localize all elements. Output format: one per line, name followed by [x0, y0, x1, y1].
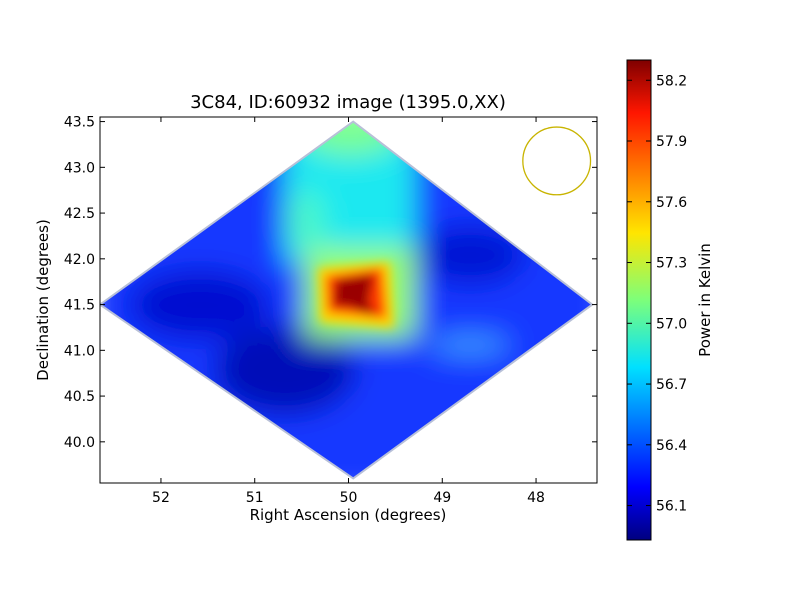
colorbar-tick-label: 57.6 — [656, 195, 687, 211]
heatmap-dark-south — [215, 325, 355, 415]
y-tick-label: 43.5 — [64, 115, 95, 131]
beam-circle — [522, 126, 592, 196]
y-tick-label: 42.0 — [64, 252, 95, 268]
y-tick-label: 40.5 — [64, 389, 95, 405]
y-tick-label: 41.5 — [64, 298, 95, 314]
colorbar-tick-label: 57.3 — [656, 256, 687, 272]
heatmap-dark-west — [130, 270, 270, 340]
colorbar-tick-label: 57.0 — [656, 316, 687, 332]
y-tick-label: 41.0 — [64, 343, 95, 359]
x-tick-label: 50 — [340, 490, 358, 506]
colorbar — [626, 59, 652, 541]
x-axis-label: Right Ascension (degrees) — [250, 506, 447, 524]
colorbar-tick-label: 56.7 — [656, 377, 687, 393]
colorbar-tick-label: 58.2 — [656, 73, 687, 89]
y-axis-label: Declination (degrees) — [34, 219, 52, 381]
x-tick-label: 48 — [527, 490, 545, 506]
x-tick-label: 49 — [433, 490, 451, 506]
colorbar-tick-label: 57.9 — [656, 134, 687, 150]
heatmap-source-core — [334, 274, 376, 316]
x-axis-ticks: 52 51 50 49 48 — [152, 117, 545, 506]
x-tick-label: 51 — [246, 490, 264, 506]
heatmap-east-tail — [430, 335, 510, 355]
y-tick-label: 40.0 — [64, 435, 95, 451]
colorbar-ticks: 56.1 56.4 56.7 57.0 57.3 57.6 57.9 58.2 — [627, 73, 687, 515]
heatmap-image — [100, 120, 594, 480]
heatmap-lobe-side — [285, 190, 325, 250]
colorbar-tick-label: 56.1 — [656, 499, 687, 515]
heatmap-dark-east — [415, 225, 525, 285]
y-tick-label: 42.5 — [64, 206, 95, 222]
x-tick-label: 52 — [152, 490, 170, 506]
y-tick-label: 43.0 — [64, 160, 95, 176]
colorbar-label: Power in Kelvin — [696, 243, 714, 357]
y-axis-ticks: 40.0 40.5 41.0 41.5 42.0 42.5 43.0 43.5 — [64, 115, 597, 451]
colorbar-tick-label: 56.4 — [656, 438, 687, 454]
chart-title: 3C84, ID:60932 image (1395.0,XX) — [190, 92, 506, 113]
